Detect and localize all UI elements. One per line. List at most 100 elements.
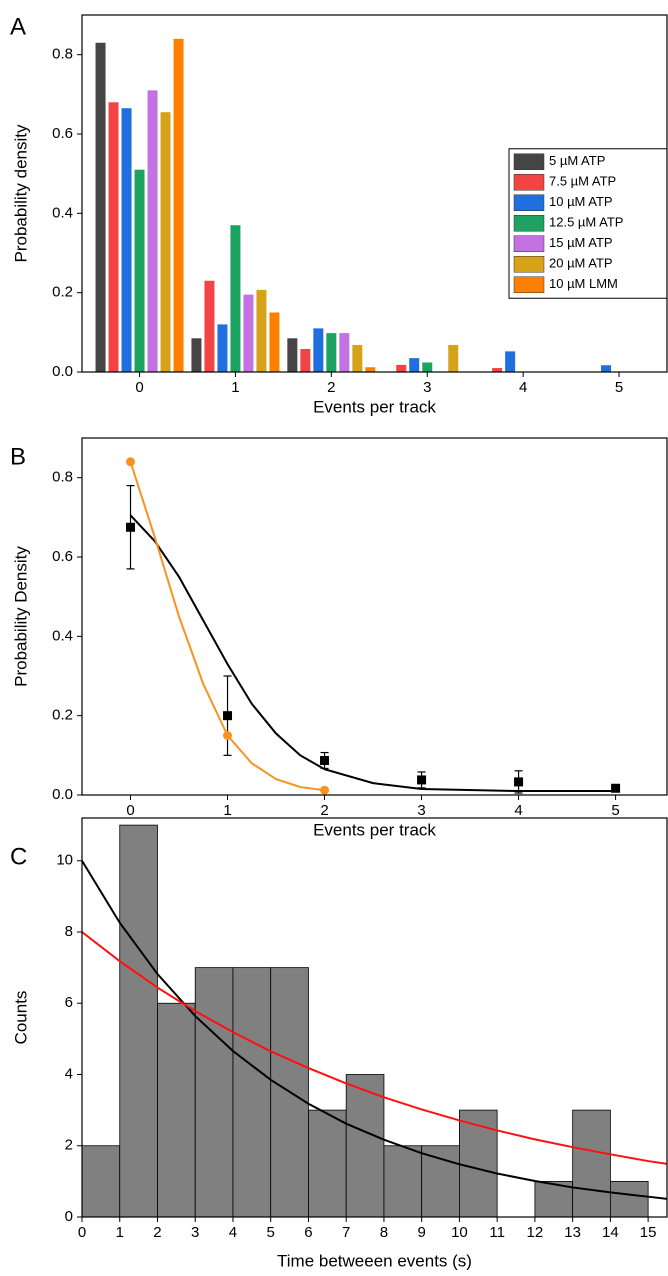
x-tick-label: 11 xyxy=(489,1224,505,1241)
plot-frame xyxy=(81,437,668,796)
bar xyxy=(609,1180,649,1218)
plot-frame xyxy=(81,14,668,373)
legend-swatch xyxy=(513,256,545,273)
legend-label: 12.5 µM ATP xyxy=(549,215,623,230)
x-tick-label: 12 xyxy=(527,1224,544,1241)
y-tick-label: 4 xyxy=(65,1065,73,1082)
plot-frame xyxy=(81,817,668,1218)
legend-label: 5 µM ATP xyxy=(549,153,605,168)
panel-label: C xyxy=(10,843,27,870)
bar xyxy=(230,225,241,372)
y-tick-label: 0.8 xyxy=(52,46,73,63)
legend-label: 10 µM ATP xyxy=(549,194,613,209)
point xyxy=(514,777,524,787)
bar xyxy=(422,362,433,372)
x-axis-label: Events per track xyxy=(313,397,436,416)
x-tick-label: 13 xyxy=(564,1224,581,1241)
bar xyxy=(108,102,119,373)
bar xyxy=(287,338,298,372)
bar xyxy=(121,108,132,372)
bar xyxy=(409,358,420,372)
y-tick-label: 6 xyxy=(65,994,73,1011)
bar xyxy=(300,348,311,372)
bar xyxy=(352,345,363,372)
point xyxy=(320,755,330,765)
point xyxy=(126,457,136,467)
x-tick-label: 10 xyxy=(451,1224,468,1241)
legend-swatch xyxy=(513,194,545,211)
x-tick-label: 3 xyxy=(191,1224,199,1241)
bar xyxy=(232,967,272,1218)
x-tick-label: 1 xyxy=(116,1224,124,1241)
x-tick-label: 4 xyxy=(519,379,527,396)
bar xyxy=(326,333,337,372)
bar xyxy=(217,324,228,372)
bar xyxy=(204,280,215,372)
x-tick-label: 1 xyxy=(231,379,239,396)
y-tick-label: 8 xyxy=(65,923,73,940)
x-tick-label: 5 xyxy=(267,1224,275,1241)
panel-label: A xyxy=(10,13,26,40)
bar xyxy=(505,351,516,372)
bar xyxy=(134,169,145,372)
x-tick-label: 9 xyxy=(418,1224,426,1241)
bar xyxy=(160,112,171,372)
y-axis-label: Counts xyxy=(11,991,30,1045)
x-tick-label: 7 xyxy=(342,1224,350,1241)
bar xyxy=(191,338,202,372)
x-tick-label: 5 xyxy=(615,379,623,396)
legend-swatch xyxy=(513,276,545,293)
bar xyxy=(572,1109,611,1218)
bar xyxy=(448,345,459,372)
bar xyxy=(256,289,267,372)
x-tick-label: 4 xyxy=(514,802,522,819)
fit-line xyxy=(81,931,668,1165)
y-axis-label: Probability density xyxy=(11,124,30,262)
bar xyxy=(365,367,376,372)
y-tick-label: 10 xyxy=(56,852,73,869)
bar xyxy=(269,312,280,372)
legend-label: 10 µM LMM xyxy=(549,276,618,291)
x-tick-label: 0 xyxy=(78,1224,86,1241)
bar xyxy=(147,90,158,372)
legend-label: 7.5 µM ATP xyxy=(549,174,616,189)
panel-label: B xyxy=(10,443,26,470)
y-tick-label: 0 xyxy=(65,1208,73,1225)
x-tick-label: 1 xyxy=(223,802,231,819)
bar xyxy=(601,365,612,372)
bar xyxy=(339,333,350,372)
x-tick-label: 5 xyxy=(611,802,619,819)
point xyxy=(611,783,621,793)
point xyxy=(417,775,427,785)
bar xyxy=(194,967,234,1218)
x-tick-label: 0 xyxy=(135,379,143,396)
bar xyxy=(421,1145,460,1218)
legend-swatch xyxy=(513,215,545,232)
x-tick-label: 3 xyxy=(417,802,425,819)
bar xyxy=(173,38,184,373)
bar xyxy=(81,1145,121,1218)
bar xyxy=(157,1002,196,1218)
point xyxy=(126,522,136,532)
bar xyxy=(313,328,324,372)
fit-line xyxy=(129,514,616,793)
y-tick-label: 0.6 xyxy=(52,125,73,142)
x-tick-label: 15 xyxy=(640,1224,657,1241)
y-tick-label: 0.6 xyxy=(52,548,73,565)
y-tick-label: 0.4 xyxy=(52,204,73,221)
y-tick-label: 2 xyxy=(65,1137,73,1154)
x-tick-label: 2 xyxy=(320,802,328,819)
x-tick-label: 14 xyxy=(602,1224,619,1241)
y-tick-label: 0.8 xyxy=(52,469,73,486)
bar xyxy=(119,824,158,1218)
legend-swatch xyxy=(513,153,545,170)
y-tick-label: 0.2 xyxy=(52,707,73,724)
y-axis-label: Probability Density xyxy=(11,546,30,687)
bar xyxy=(396,364,407,372)
bar xyxy=(95,42,106,373)
bar xyxy=(383,1145,423,1218)
legend-label: 20 µM ATP xyxy=(549,256,613,271)
point xyxy=(320,785,330,795)
